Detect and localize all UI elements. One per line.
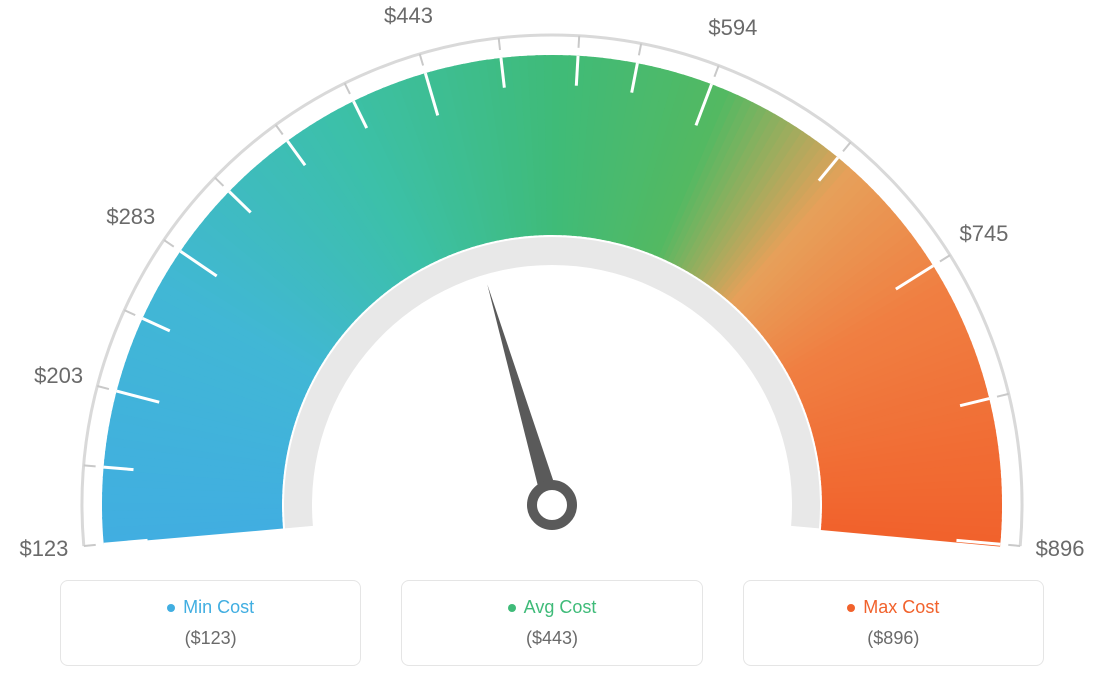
min-cost-label: Min Cost — [183, 597, 254, 618]
gauge-svg — [0, 0, 1104, 555]
avg-cost-value: ($443) — [414, 628, 689, 649]
gauge-tick-label: $123 — [19, 536, 68, 562]
max-cost-label: Max Cost — [863, 597, 939, 618]
gauge-tick-label: $594 — [708, 15, 757, 41]
min-cost-title: Min Cost — [167, 597, 254, 618]
gauge-color-band — [102, 55, 1002, 547]
max-cost-value: ($896) — [756, 628, 1031, 649]
gauge-tick-label: $745 — [959, 221, 1008, 247]
avg-cost-title: Avg Cost — [508, 597, 597, 618]
gauge-chart: $123$203$283$443$594$745$896 — [0, 0, 1104, 555]
min-cost-card: Min Cost ($123) — [60, 580, 361, 666]
gauge-needle-hub — [532, 485, 572, 525]
gauge-tick-label: $443 — [384, 3, 433, 29]
gauge-tick-label: $203 — [34, 363, 83, 389]
max-cost-title: Max Cost — [847, 597, 939, 618]
avg-cost-card: Avg Cost ($443) — [401, 580, 702, 666]
max-cost-card: Max Cost ($896) — [743, 580, 1044, 666]
min-cost-value: ($123) — [73, 628, 348, 649]
gauge-needle — [487, 284, 560, 507]
legend-row: Min Cost ($123) Avg Cost ($443) Max Cost… — [0, 580, 1104, 666]
avg-cost-label: Avg Cost — [524, 597, 597, 618]
gauge-tick-label: $283 — [106, 204, 155, 230]
gauge-tick-label: $896 — [1036, 536, 1085, 562]
